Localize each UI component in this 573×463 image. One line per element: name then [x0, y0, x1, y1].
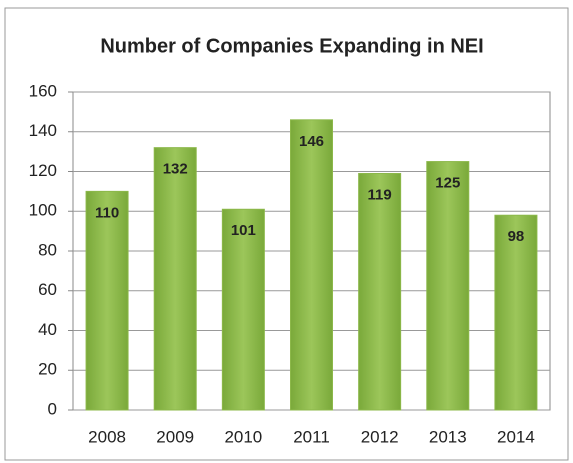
data-label: 98 [508, 228, 525, 245]
x-tick-label: 2013 [429, 427, 467, 446]
chart-title: Number of Companies Expanding in NEI [100, 35, 483, 57]
y-tick-label: 80 [38, 240, 57, 259]
y-tick-label: 120 [29, 161, 57, 180]
bar [153, 147, 197, 411]
bar [85, 190, 129, 411]
data-label: 132 [163, 161, 188, 178]
x-tick-label: 2009 [156, 427, 194, 446]
x-tick-label: 2014 [497, 427, 535, 446]
bar [358, 172, 402, 411]
x-tick-label: 2010 [224, 427, 262, 446]
y-tick-label: 40 [38, 320, 57, 339]
y-tick-label: 60 [38, 280, 57, 299]
bar [494, 214, 538, 411]
x-tick-label: 2012 [361, 427, 399, 446]
x-tick-label: 2011 [293, 427, 330, 446]
bar [221, 208, 265, 411]
y-tick-label: 100 [29, 201, 57, 220]
bar [290, 119, 333, 411]
x-tick-label: 2008 [88, 427, 126, 446]
y-tick-label: 0 [48, 399, 57, 418]
data-label: 146 [299, 133, 324, 150]
data-label: 125 [435, 175, 460, 192]
data-label: 110 [95, 204, 119, 221]
y-tick-label: 160 [29, 81, 57, 100]
y-tick-label: 140 [29, 121, 57, 140]
y-tick-label: 20 [38, 360, 57, 379]
bar [426, 161, 470, 411]
data-label: 101 [231, 222, 256, 239]
data-label: 119 [368, 186, 392, 203]
